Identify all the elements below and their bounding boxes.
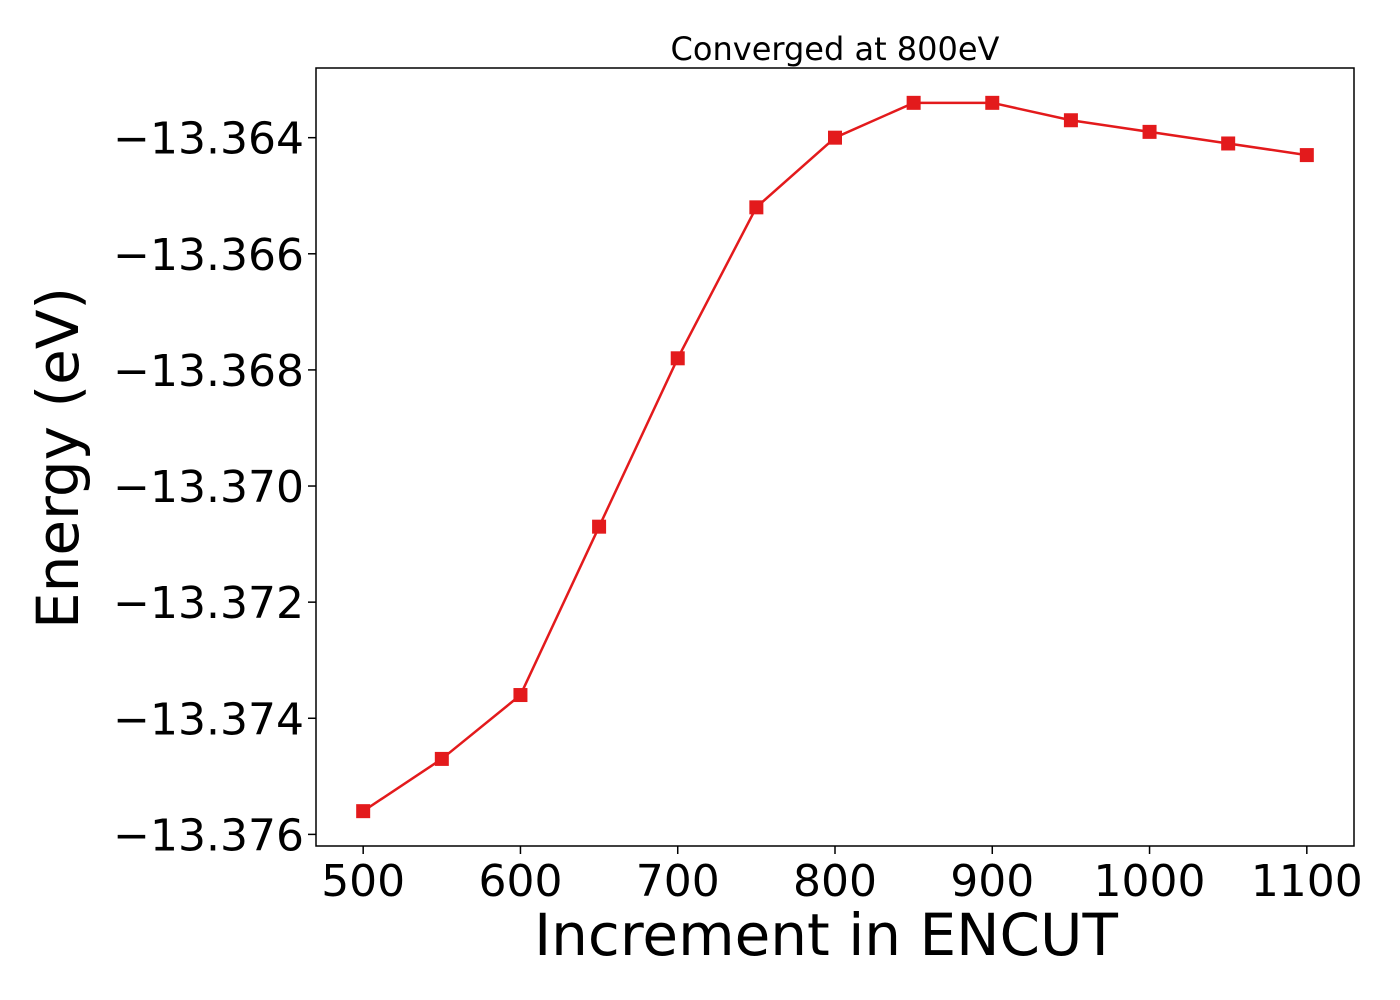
chart-title: Converged at 800eV	[671, 30, 1000, 68]
y-tick-label: −13.368	[113, 346, 304, 397]
data-point-marker	[434, 751, 449, 766]
x-tick-label: 1100	[1251, 856, 1363, 907]
x-axis: 500 600 700 800 900 1000 1100	[321, 846, 1363, 907]
data-point-marker	[1221, 136, 1236, 151]
series-layer	[356, 95, 1314, 819]
x-tick-label: 1000	[1094, 856, 1206, 907]
x-axis-label: Increment in ENCUT	[534, 901, 1118, 969]
data-point-marker	[749, 200, 764, 215]
data-point-marker	[906, 95, 921, 110]
y-tick-label: −13.364	[113, 114, 304, 165]
y-axis: −13.376 −13.374 −13.372 −13.370 −13.368 −13.3…	[113, 114, 316, 861]
data-point-marker	[513, 688, 528, 703]
y-tick-label: −13.376	[113, 810, 304, 861]
data-point-marker	[670, 351, 685, 366]
y-axis-label: Energy (eV)	[24, 287, 92, 629]
y-tick-label: −13.366	[113, 230, 304, 281]
data-point-marker	[985, 95, 1000, 110]
x-tick-label: 600	[478, 856, 562, 907]
data-point-marker	[592, 519, 607, 534]
data-point-marker	[356, 804, 371, 819]
x-tick-label: 500	[321, 856, 405, 907]
y-tick-label: −13.372	[113, 578, 304, 629]
data-point-marker	[828, 130, 842, 145]
data-point-marker	[1142, 124, 1157, 139]
x-tick-label: 800	[793, 856, 877, 907]
y-tick-label: −13.374	[113, 694, 304, 745]
x-tick-label: 700	[636, 856, 720, 907]
data-point-marker	[1299, 148, 1314, 163]
data-point-marker	[1063, 113, 1078, 128]
y-tick-label: −13.370	[113, 462, 304, 513]
x-tick-label: 900	[950, 856, 1034, 907]
